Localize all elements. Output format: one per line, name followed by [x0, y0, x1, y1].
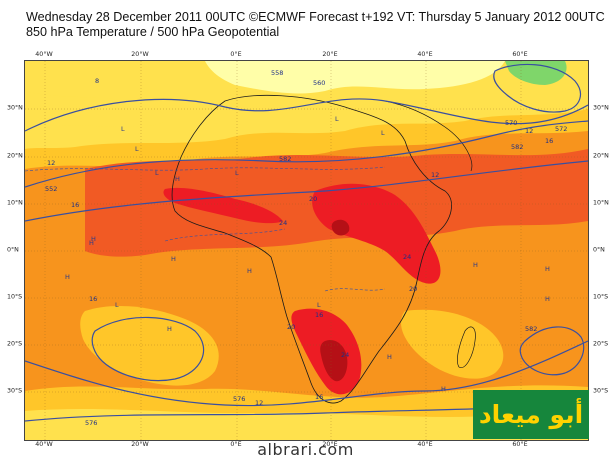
contour-label: 24	[403, 253, 411, 261]
lon-tick-bottom: 60°E	[512, 441, 528, 448]
very-hot-central	[312, 183, 441, 284]
lat-tick-left: 20°S	[7, 340, 23, 348]
contour-label: 16	[315, 311, 323, 319]
lon-tick-bottom: 0°E	[230, 441, 242, 448]
extreme-core-north	[331, 219, 350, 236]
low-mark: L	[115, 301, 119, 309]
contour-label: 12	[525, 127, 533, 135]
lat-tick-left: 10°S	[7, 293, 23, 301]
mild-indian-ocean	[401, 309, 504, 379]
contour-label: 24	[279, 219, 287, 227]
contour-label: 582	[525, 325, 537, 333]
lon-tick-bottom: 40°W	[35, 441, 53, 448]
contour-label: 576	[233, 395, 245, 403]
low-mark: L	[317, 301, 321, 309]
contour-label: 16	[71, 201, 79, 209]
lat-tick-right: 20°N	[593, 152, 609, 160]
temperature-field: 558 8 560 570 12 16 582 552 582 572 12 2…	[25, 61, 588, 440]
contour-label: 552	[45, 185, 57, 193]
contour-label: 560	[313, 79, 325, 87]
lat-tick-right: 30°S	[593, 387, 609, 395]
forecast-map[interactable]: 558 8 560 570 12 16 582 552 582 572 12 2…	[24, 60, 589, 441]
contour-label: 20	[287, 323, 295, 331]
high-mark: H	[545, 265, 550, 273]
lon-tick-top: 40°E	[417, 51, 433, 58]
temperature-isotherms	[25, 166, 386, 292]
lon-tick-top: 20°E	[322, 51, 338, 58]
cold-band-north	[205, 61, 505, 94]
contour-label: 24	[341, 351, 349, 359]
extreme-core	[320, 339, 348, 382]
high-mark: H	[171, 255, 176, 263]
forecast-title: Wednesday 28 December 2011 00UTC ©ECMWF …	[26, 10, 605, 24]
lat-tick-right: 10°N	[593, 199, 609, 207]
high-mark: H	[441, 385, 446, 393]
lat-tick-left: 30°S	[7, 387, 23, 395]
site-watermark: albrari.com	[257, 440, 354, 459]
contour-label: 12	[255, 399, 263, 407]
contour-label: 12	[47, 159, 55, 167]
contour-label: 582	[511, 143, 523, 151]
geopotential-contours	[25, 63, 588, 422]
lat-tick-left: 10°N	[7, 199, 23, 207]
contour-label: 20	[409, 285, 417, 293]
high-mark: H	[167, 325, 172, 333]
contour-label: 20	[309, 195, 317, 203]
low-mark: L	[381, 129, 385, 137]
lon-tick-top: 60°E	[512, 51, 528, 58]
contour-label: 570	[505, 119, 517, 127]
contour-labels: 558 8 560 570 12 16 582 552 582 572 12 2…	[45, 69, 567, 427]
lon-tick-bottom: 20°E	[322, 441, 338, 448]
contour-label: 572	[555, 125, 567, 133]
high-mark: H	[91, 235, 96, 243]
arabia-coastline	[384, 100, 473, 172]
high-mark: H	[65, 273, 70, 281]
contour-label: 16	[89, 295, 97, 303]
contour-label: 8	[95, 77, 99, 85]
contour-label: 12	[431, 171, 439, 179]
lat-tick-left: 20°N	[7, 152, 23, 160]
high-mark: H	[247, 267, 252, 275]
lat-tick-left: 30°N	[7, 104, 23, 112]
contour-label: 582	[279, 155, 291, 163]
cool-band-south	[25, 409, 588, 440]
africa-coastline	[171, 94, 452, 404]
low-mark: L	[121, 125, 125, 133]
lat-tick-left: 0°N	[7, 246, 19, 254]
high-mark: H	[89, 239, 94, 247]
contour-label: 576	[85, 419, 97, 427]
arabic-watermark-badge: أبو ميعاد	[473, 390, 589, 439]
contour-label: 16	[545, 137, 553, 145]
high-mark: H	[473, 261, 478, 269]
contour-label: 16	[315, 393, 323, 401]
lat-tick-right: 10°S	[593, 293, 609, 301]
mild-south-atlantic	[80, 305, 219, 386]
low-mark: L	[155, 169, 159, 177]
lat-tick-right: 0°N	[593, 246, 605, 254]
contour-label: 558	[271, 69, 283, 77]
forecast-subtitle: 850 hPa Temperature / 500 hPa Geopotenti…	[26, 25, 280, 39]
madagascar-coastline	[457, 326, 476, 369]
high-mark: H	[387, 353, 392, 361]
low-mark: L	[135, 145, 139, 153]
map-header: Wednesday 28 December 2011 00UTC ©ECMWF …	[26, 10, 605, 40]
lon-tick-top: 40°W	[35, 51, 53, 58]
lon-tick-bottom: 20°W	[131, 441, 149, 448]
lon-tick-top: 20°W	[131, 51, 149, 58]
lat-tick-right: 20°S	[593, 340, 609, 348]
very-hot-sahel	[163, 187, 283, 224]
high-mark: H	[545, 295, 550, 303]
lon-tick-top: 0°E	[230, 51, 242, 58]
lon-tick-bottom: 40°E	[417, 441, 433, 448]
lat-tick-right: 30°N	[593, 104, 609, 112]
low-mark: L	[335, 115, 339, 123]
cool-lobe-west	[25, 91, 166, 127]
high-mark: H	[175, 175, 180, 183]
graticule	[25, 61, 588, 440]
low-mark: L	[235, 169, 239, 177]
pressure-marks: L L L L L L H H H H H H H H L H H H H L	[65, 115, 550, 393]
